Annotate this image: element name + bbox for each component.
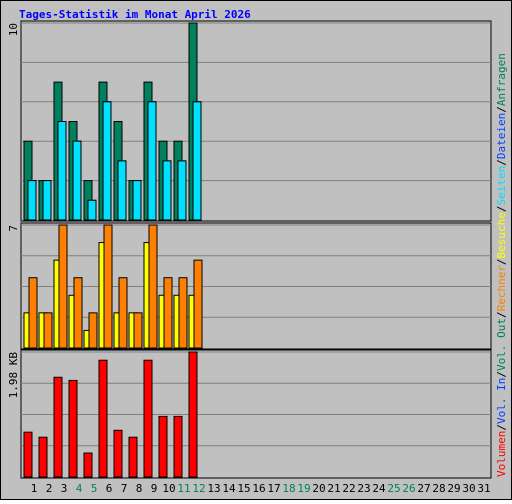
x-tick-label: 14 (222, 482, 236, 495)
legend-separator: / (495, 106, 508, 113)
x-tick-label: 10 (162, 482, 175, 495)
legend-entry: Vol. Out (495, 318, 508, 371)
bar (162, 160, 172, 221)
legend-entry: Dateien (495, 113, 508, 159)
x-tick-label: 8 (136, 482, 143, 495)
x-tick-label: 2 (46, 482, 53, 495)
x-tick-label: 17 (267, 482, 280, 495)
x-tick-label: 20 (312, 482, 325, 495)
bar (28, 277, 38, 349)
bar (57, 121, 67, 221)
bar (128, 436, 138, 478)
legend-entry: Volumen (495, 431, 508, 477)
x-tick-label: 19 (297, 482, 310, 495)
x-tick-label: 12 (192, 482, 205, 495)
x-tick-label: 7 (121, 482, 128, 495)
bar (193, 259, 203, 349)
bar (148, 224, 158, 349)
bar (173, 415, 183, 478)
bar (133, 312, 143, 349)
bar (113, 429, 123, 478)
y-tick-label: 10 (7, 23, 20, 36)
legend-separator: / (495, 371, 508, 378)
bar (27, 180, 37, 221)
bar (177, 160, 187, 221)
x-tick-label: 9 (151, 482, 158, 495)
x-tick-label: 27 (417, 482, 430, 495)
x-tick-label: 29 (447, 482, 460, 495)
x-tick-label: 28 (432, 482, 445, 495)
bar (23, 431, 33, 478)
y-tick-label: 1.98 KB (7, 352, 20, 399)
bar (58, 224, 68, 349)
chart-title: Tages-Statistik im Monat April 2026 (19, 8, 251, 21)
bar (117, 160, 127, 221)
bar (102, 101, 112, 221)
x-tick-label: 15 (237, 482, 250, 495)
x-tick-label: 25 (387, 482, 400, 495)
x-tick-label: 6 (106, 482, 113, 495)
bar (103, 224, 113, 349)
legend-entry: Seiten (495, 166, 508, 206)
legend-entry: Besuche (495, 212, 508, 258)
bar (53, 376, 63, 478)
bar (118, 277, 128, 349)
x-tick-label: 30 (462, 482, 475, 495)
bar (192, 101, 202, 221)
legend-separator: / (495, 424, 508, 431)
bar (72, 140, 82, 221)
legend-entry: Rechner (495, 265, 508, 312)
x-tick-label: 4 (76, 482, 83, 495)
legend-separator: / (495, 159, 508, 166)
bar (132, 180, 142, 221)
bar (178, 277, 188, 349)
x-tick-label: 23 (357, 482, 370, 495)
bar (43, 312, 53, 349)
y-tick-label: 7 (7, 225, 20, 232)
bar (68, 379, 78, 478)
x-tick-label: 31 (477, 482, 490, 495)
legend-separator: / (495, 311, 508, 318)
x-tick-label: 3 (61, 482, 68, 495)
legend-entry: Anfragen (495, 53, 508, 106)
bar (163, 277, 173, 349)
x-tick-label: 26 (402, 482, 415, 495)
x-tick-label: 5 (91, 482, 98, 495)
x-tick-label: 13 (207, 482, 220, 495)
x-tick-label: 11 (177, 482, 190, 495)
bar (147, 101, 157, 221)
x-tick-label: 18 (282, 482, 295, 495)
legend-separator: / (495, 258, 508, 265)
bar (83, 452, 93, 478)
bar (188, 351, 198, 478)
bar (73, 277, 83, 349)
x-tick-label: 1 (31, 482, 38, 495)
legend: Volumen/Vol. In/Vol. Out/Rechner/Besuche… (495, 53, 508, 477)
x-tick-label: 24 (372, 482, 386, 495)
bar (88, 312, 98, 349)
x-tick-label: 22 (342, 482, 355, 495)
legend-entry: Vol. In (495, 378, 508, 424)
legend-separator: / (495, 205, 508, 212)
x-tick-label: 16 (252, 482, 265, 495)
bar (158, 415, 168, 478)
bar (38, 436, 48, 478)
bar (98, 359, 108, 478)
bar (143, 359, 153, 478)
x-tick-label: 21 (327, 482, 340, 495)
bar (42, 180, 52, 221)
bar (87, 199, 97, 221)
